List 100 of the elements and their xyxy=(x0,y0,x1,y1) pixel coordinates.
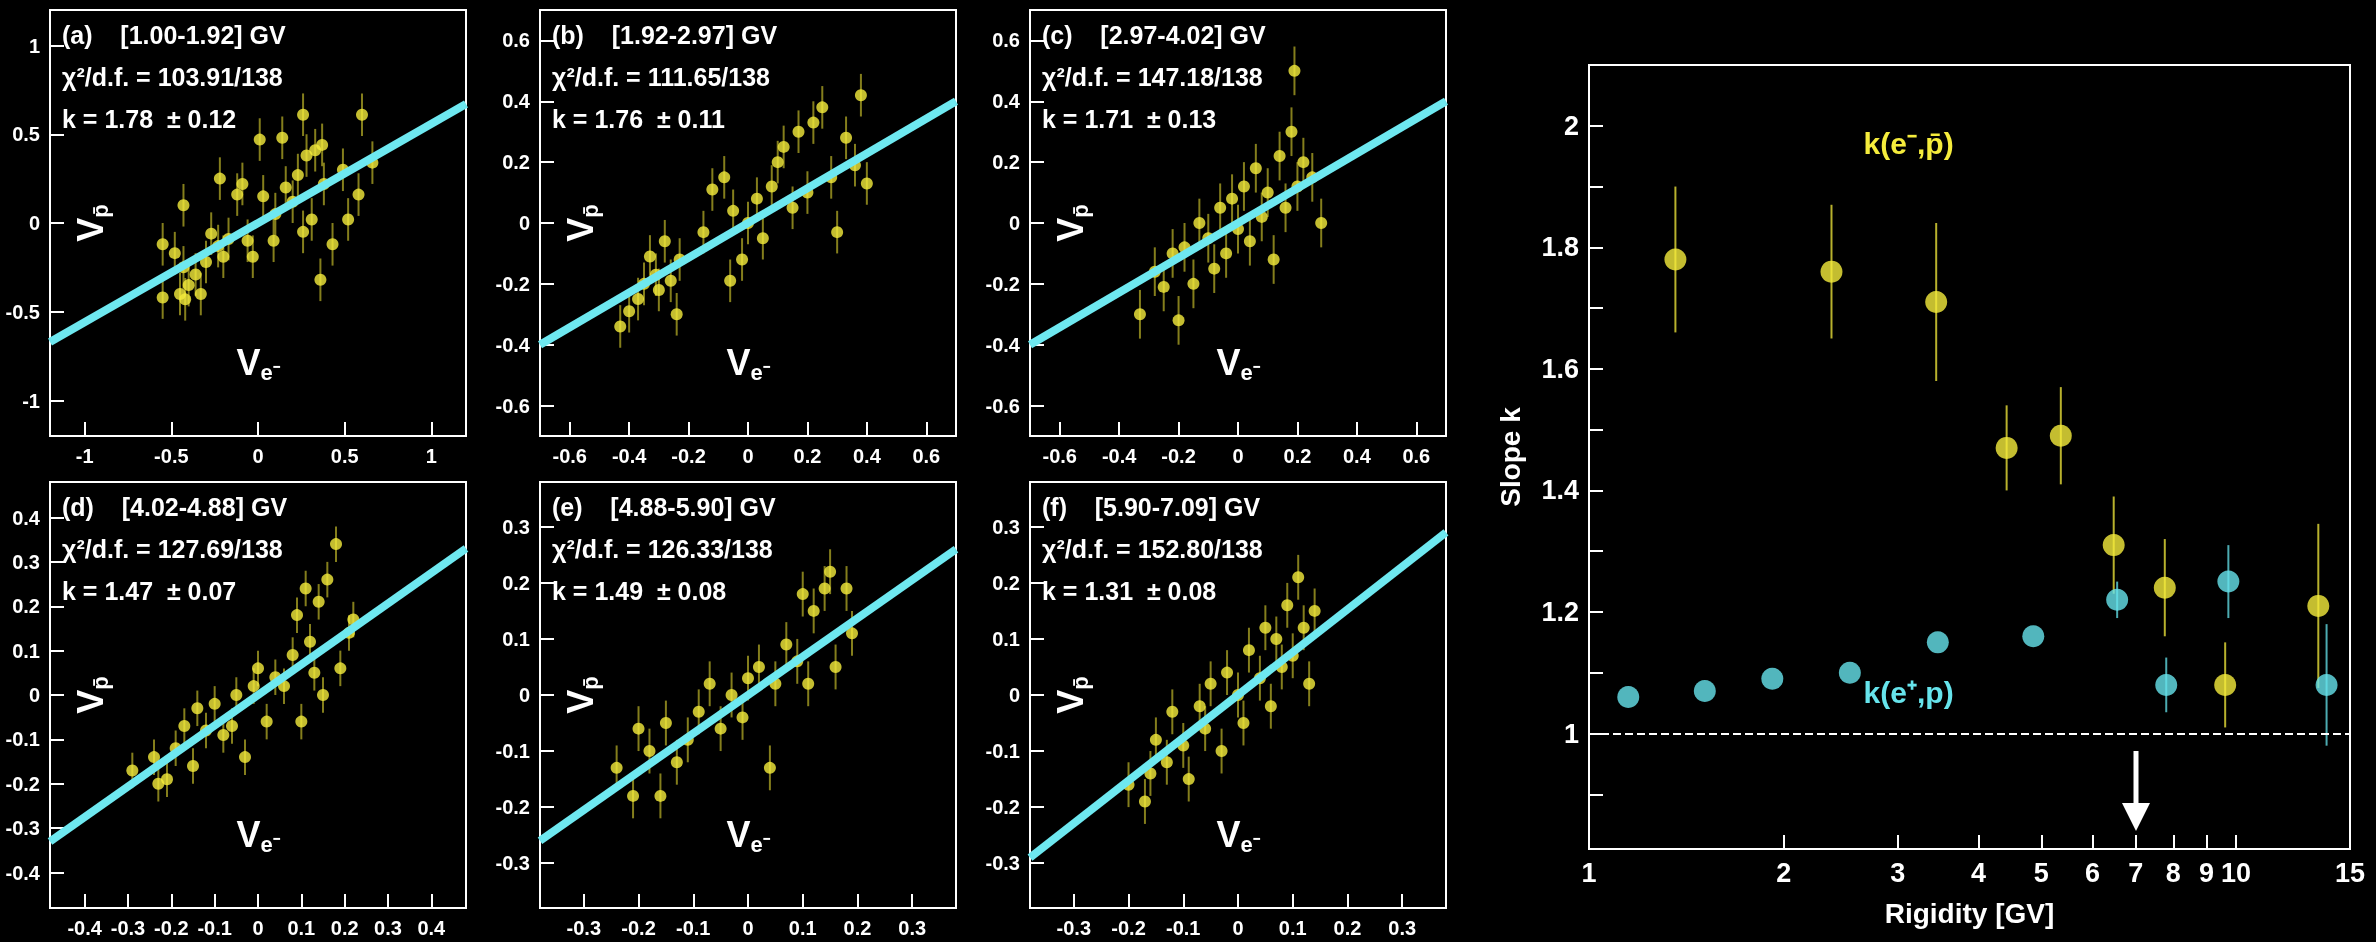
point xyxy=(286,649,299,662)
y-axis-title: Vp̄ xyxy=(559,676,603,714)
annotation: χ²/d.f. = 152.80/138 xyxy=(1042,534,1263,563)
point xyxy=(1204,677,1217,690)
y-tick-label: 0.6 xyxy=(992,29,1020,52)
point xyxy=(1242,644,1255,657)
point xyxy=(253,133,266,146)
x-tick-label: 0.6 xyxy=(912,445,941,467)
y-tick-label: 1.4 xyxy=(1541,475,1579,506)
y-tick-label: 1.2 xyxy=(1541,596,1579,627)
point xyxy=(334,662,347,675)
y-tick-label: -0.1 xyxy=(985,740,1020,763)
x-tick-label: 0.1 xyxy=(287,917,316,939)
x-tick-label: 0.4 xyxy=(852,445,882,467)
point xyxy=(614,320,627,333)
x-tick-label: -1 xyxy=(75,445,94,467)
point xyxy=(297,225,310,238)
point xyxy=(236,177,249,190)
point xyxy=(179,293,192,306)
x-tick-label: 0.3 xyxy=(1388,917,1417,939)
point xyxy=(659,717,672,730)
y-axis-title: Vp̄ xyxy=(559,204,603,242)
y-tick-label: 2 xyxy=(1563,110,1579,141)
y-tick-label: -0.2 xyxy=(495,272,530,295)
x-tick-label: -0.4 xyxy=(1101,445,1138,467)
point xyxy=(829,660,842,673)
point xyxy=(756,232,769,245)
point xyxy=(177,199,190,212)
point xyxy=(1221,666,1234,679)
x-tick-label: 7 xyxy=(2128,857,2144,888)
x-tick-label: 0.1 xyxy=(788,917,817,939)
x-tick-label: -0.2 xyxy=(671,445,706,467)
point xyxy=(807,116,820,129)
annotation: (c) [2.97-4.02] GV xyxy=(1042,20,1267,49)
point xyxy=(239,751,251,764)
point xyxy=(1243,235,1256,248)
point xyxy=(178,720,191,733)
y-tick-label: 0.2 xyxy=(992,571,1020,594)
point xyxy=(736,711,749,724)
point xyxy=(246,250,259,263)
point xyxy=(1237,180,1250,193)
point xyxy=(1303,677,1316,690)
point xyxy=(260,715,273,728)
point xyxy=(194,288,207,300)
x-tick-label: -0.3 xyxy=(566,917,602,939)
point xyxy=(1133,308,1146,321)
point xyxy=(252,662,264,675)
point xyxy=(771,156,784,169)
point xyxy=(765,180,778,193)
point xyxy=(330,538,342,551)
x-tick-label: -0.5 xyxy=(154,445,189,467)
annotation: (e) [4.88-5.90] GV xyxy=(552,492,777,521)
point xyxy=(317,689,329,701)
x-tick-label: 9 xyxy=(2198,857,2214,888)
x-tick-label: -0.1 xyxy=(197,917,232,939)
point xyxy=(1187,277,1200,290)
point xyxy=(664,274,677,287)
point xyxy=(342,213,355,226)
x-tick-label: -0.3 xyxy=(1056,917,1092,939)
point xyxy=(1297,156,1310,169)
y-axis-title: Slope k xyxy=(1494,406,1526,507)
y-tick-label: -0.2 xyxy=(5,772,40,795)
point xyxy=(291,609,303,622)
x-tick-label: 0 xyxy=(1232,445,1244,467)
point xyxy=(226,720,238,733)
y-tick-label: 0 xyxy=(1008,212,1020,234)
y-tick-label: 0 xyxy=(518,212,530,234)
point xyxy=(697,226,710,239)
point xyxy=(297,108,310,121)
x-tick-label: 0 xyxy=(1232,917,1244,939)
annotation: (a) [1.00-1.92] GV xyxy=(62,20,287,49)
x-tick-label: 1 xyxy=(425,445,437,467)
point xyxy=(860,177,873,190)
y-tick-label: 0.2 xyxy=(502,151,530,174)
point xyxy=(725,689,738,701)
point xyxy=(326,238,339,251)
y-tick-label: 1 xyxy=(1563,718,1579,749)
x-tick-label: 0 xyxy=(252,445,264,467)
point xyxy=(818,582,831,595)
annotation: χ²/d.f. = 127.69/138 xyxy=(62,534,283,563)
point xyxy=(840,582,853,595)
text: k(e⁻,p̄) xyxy=(1863,126,1954,160)
x-tick-label: 0.6 xyxy=(1402,445,1431,467)
annotation: k = 1.47 ± 0.07 xyxy=(62,576,237,605)
x-tick-label: -0.2 xyxy=(621,917,656,939)
point xyxy=(152,777,165,790)
point xyxy=(652,283,665,296)
point xyxy=(1182,773,1195,786)
y-tick-label: -0.6 xyxy=(495,394,530,417)
point xyxy=(257,190,270,203)
point xyxy=(1149,733,1162,746)
x-tick-label: -0.3 xyxy=(110,917,146,939)
point xyxy=(824,565,837,578)
point xyxy=(156,238,169,251)
x-tick-label: -0.2 xyxy=(1161,445,1196,467)
point xyxy=(632,293,645,306)
point xyxy=(279,181,292,194)
x-tick-label: -0.2 xyxy=(154,917,189,939)
annotation: (f) [5.90-7.09] GV xyxy=(1042,492,1261,521)
point xyxy=(230,689,243,701)
